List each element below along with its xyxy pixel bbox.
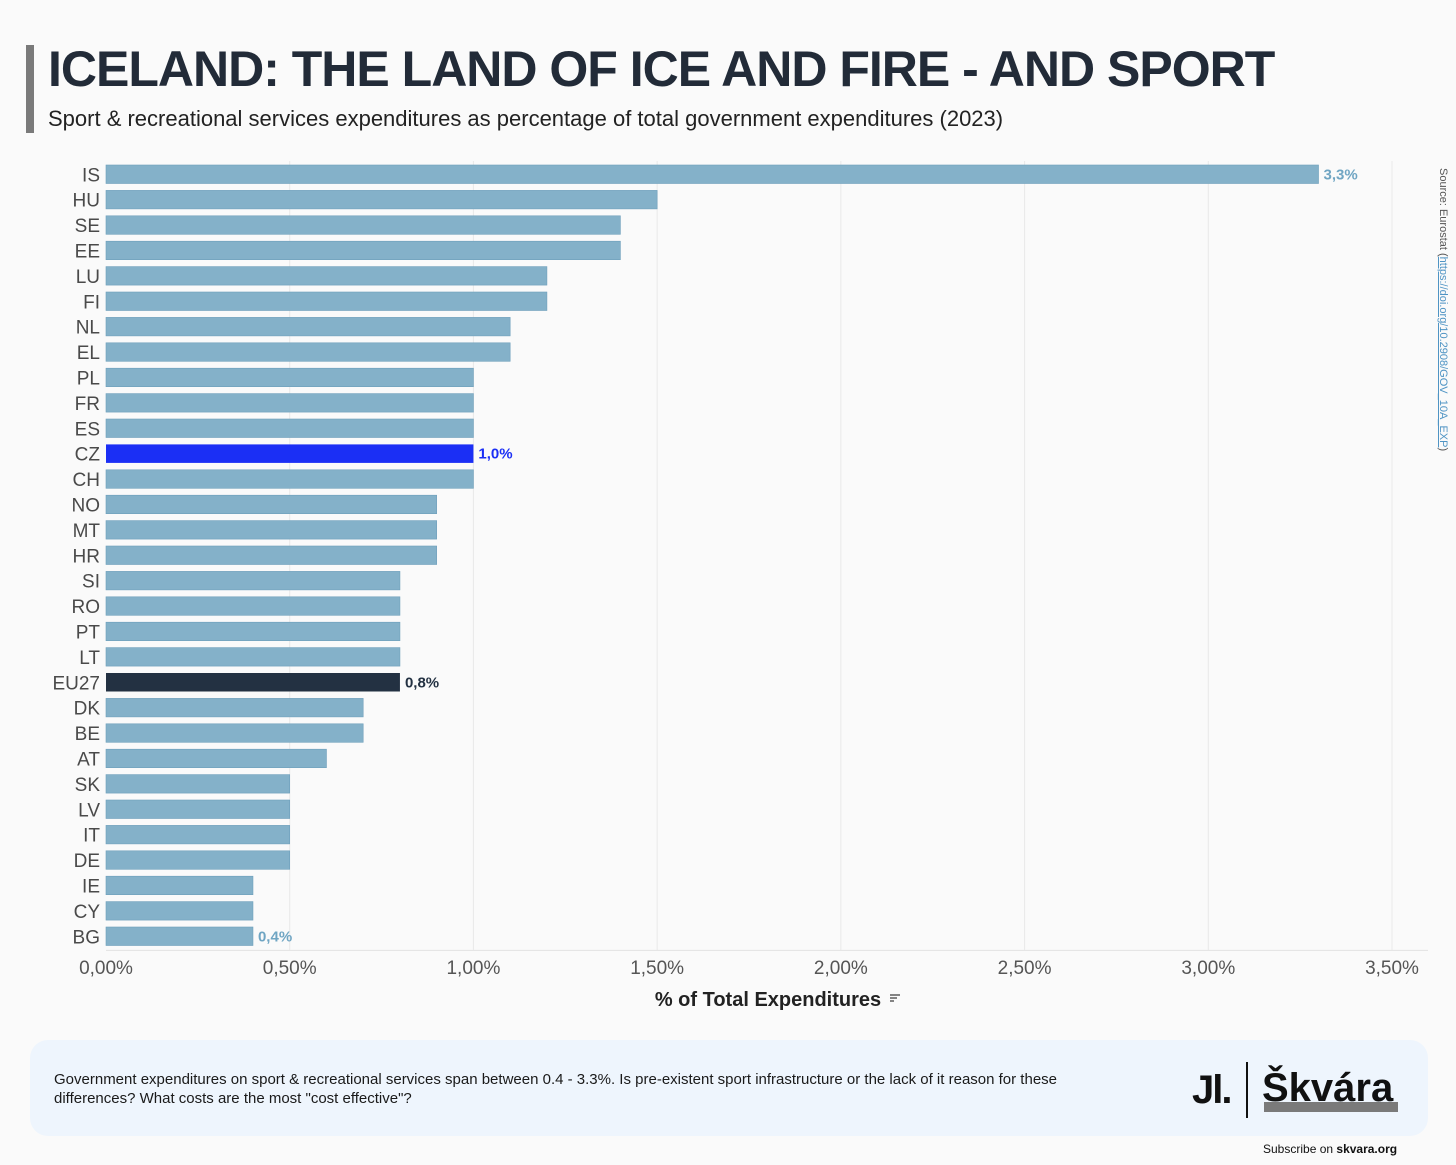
bar-ro [105, 596, 401, 616]
x-tick-label: 0,50% [263, 958, 317, 979]
bar-chart: IS HU SE EE LU FI NL EL PL FR ES CZ CH NO MT HR SI RO PT LT… [52, 161, 1428, 1011]
category-label: DE [74, 851, 100, 872]
x-tick-label: 1,00% [446, 958, 500, 979]
category-label: BG [73, 927, 100, 948]
data-label: 1,0% [478, 446, 512, 463]
category-label: PT [76, 622, 101, 643]
page-subtitle: Sport & recreational services expenditur… [48, 106, 1004, 131]
source-note: Source: Eurostat (https://doi.org/10.290… [1431, 168, 1451, 488]
category-label: FI [83, 292, 100, 313]
bar-eu27 [106, 673, 400, 692]
category-label: IT [83, 826, 100, 847]
bar-it [105, 825, 291, 845]
bar-hu [105, 190, 658, 210]
bar-cy [105, 901, 254, 921]
category-label: AT [77, 749, 100, 770]
logo-underline [1264, 1102, 1398, 1112]
sort-icon[interactable] [890, 994, 900, 1002]
source-link[interactable]: https://doi.org/10.2908/GOV_10A_EXP [1437, 256, 1449, 448]
data-label: 0,4% [258, 928, 292, 945]
category-label: LV [78, 800, 100, 821]
bar-el [105, 342, 511, 362]
bar-es [105, 418, 474, 438]
x-tick-label: 3,00% [1181, 958, 1235, 979]
bar-nl [105, 317, 511, 337]
category-label: IE [82, 876, 100, 897]
category-label: CZ [75, 445, 101, 466]
bar-ee [105, 240, 621, 260]
bar-mt [105, 520, 437, 540]
bar-is [105, 164, 1319, 184]
logo-mark: Jl. [1192, 1068, 1233, 1112]
category-label: SK [75, 775, 101, 796]
category-label: ES [75, 419, 100, 440]
category-label: CH [73, 470, 100, 491]
category-label: EE [75, 241, 100, 262]
x-tick-label: 0,00% [79, 958, 133, 979]
bar-bg [105, 926, 254, 946]
bar-lv [105, 799, 291, 819]
category-label: PL [77, 368, 100, 389]
category-label: LU [76, 267, 100, 288]
bar-dk [105, 698, 364, 718]
bar-si [105, 571, 401, 591]
subscribe-link[interactable]: skvara.org [1336, 1142, 1398, 1156]
bar-fi [105, 291, 548, 311]
bar-lt [105, 647, 401, 667]
bar-pl [105, 367, 474, 388]
x-axis-title: % of Total Expenditures [655, 989, 881, 1011]
x-tick-label: 3,50% [1365, 958, 1419, 979]
subscribe-note: Subscribe on skvara.org [1263, 1142, 1397, 1156]
bar-sk [105, 774, 291, 794]
bar-no [105, 494, 437, 515]
category-label: SI [82, 572, 100, 593]
category-label: EU27 [52, 673, 100, 694]
logo-divider [1246, 1062, 1248, 1118]
category-label: BE [75, 724, 100, 745]
title-accent-bar [26, 45, 34, 133]
x-tick-label: 1,50% [630, 958, 684, 979]
page-title: ICELAND: THE LAND OF ICE AND FIRE - AND … [48, 41, 1275, 97]
bar-de [105, 850, 291, 870]
logo-name: Škvára [1262, 1066, 1394, 1110]
x-tick-label: 2,50% [998, 958, 1052, 979]
bar-cz [106, 444, 474, 463]
data-label: 3,3% [1324, 166, 1358, 183]
category-label: LT [79, 648, 100, 669]
source-suffix: ) [1437, 447, 1449, 452]
category-label: RO [72, 597, 101, 618]
bar-pt [105, 621, 401, 642]
category-label: CY [74, 902, 101, 923]
x-tick-label: 2,00% [814, 958, 868, 979]
footer-text: Government expenditures on sport & recre… [54, 1071, 1058, 1107]
subscribe-prefix: Subscribe on [1263, 1142, 1337, 1156]
category-label: MT [73, 521, 101, 542]
bar-be [105, 723, 364, 743]
bar-lu [105, 266, 548, 286]
data-label: 0,8% [405, 674, 439, 691]
category-label: IS [82, 165, 100, 186]
bar-ch [105, 469, 474, 489]
category-label: NO [72, 495, 101, 516]
brand-logo[interactable]: Jl. Škvára [1192, 1062, 1412, 1118]
bar-ie [105, 875, 254, 896]
category-label: HU [73, 191, 100, 212]
category-label: DK [74, 699, 101, 720]
source-prefix: Source: Eurostat ( [1437, 168, 1449, 257]
category-label: NL [76, 318, 100, 339]
bar-at [105, 748, 327, 769]
bar-hr [105, 545, 437, 565]
footer-panel: Government expenditures on sport & recre… [30, 1040, 1428, 1136]
bar-se [105, 215, 621, 235]
category-label: SE [75, 216, 100, 237]
category-label: EL [77, 343, 100, 364]
category-label: FR [75, 394, 100, 415]
bar-fr [105, 393, 474, 413]
category-label: HR [73, 546, 100, 567]
